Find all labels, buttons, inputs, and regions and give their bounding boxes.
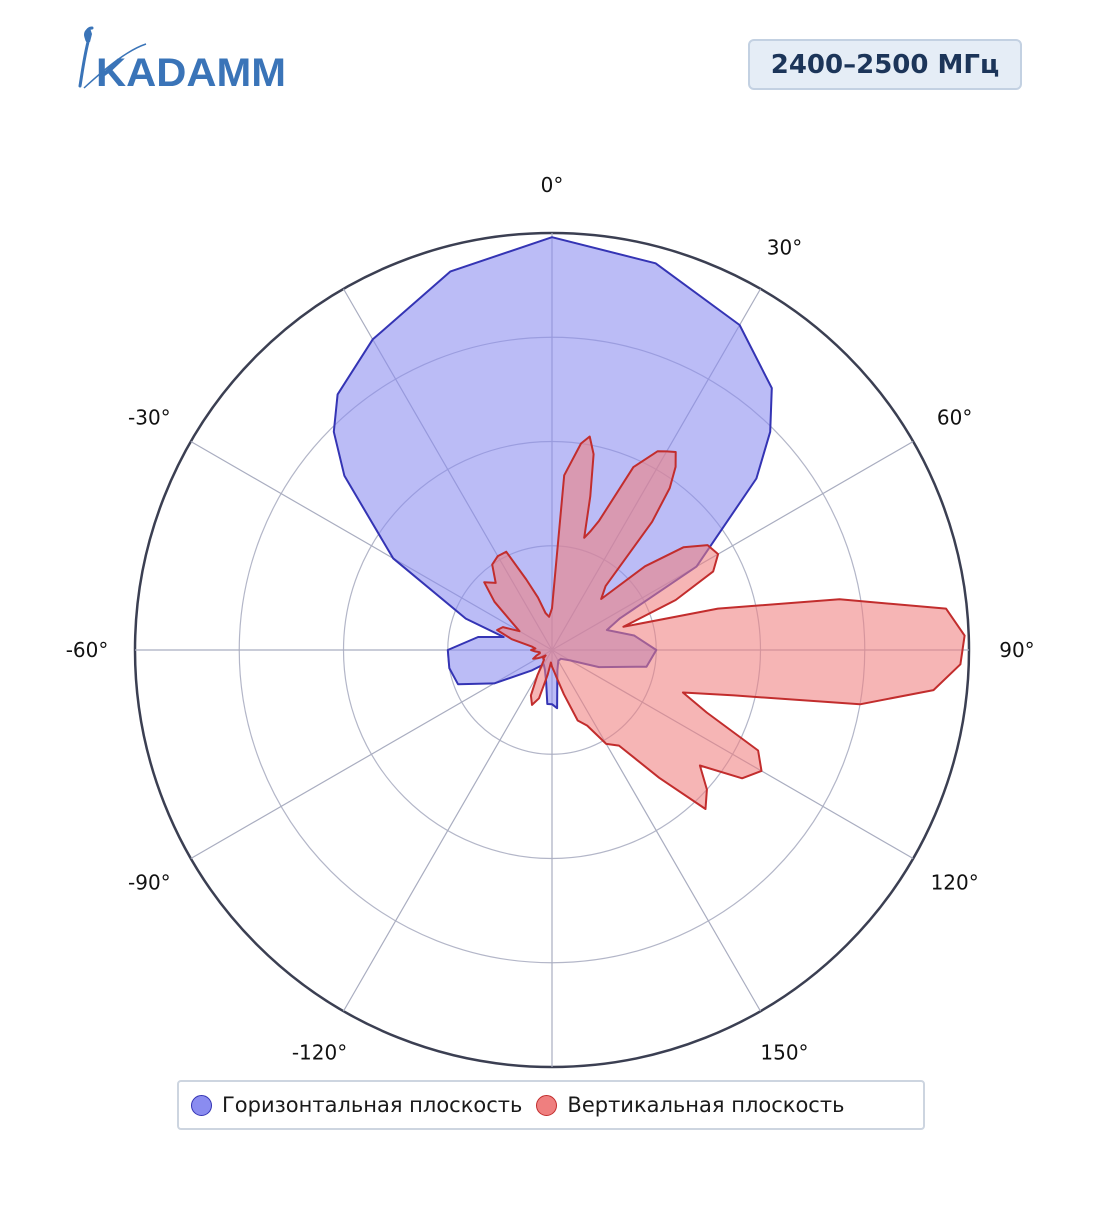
logo-orbit-line <box>83 43 147 89</box>
angle-tick-label: -120° <box>292 1041 347 1065</box>
angle-tick-label: 0° <box>541 173 564 197</box>
logo-swoosh-dot <box>84 28 92 42</box>
angle-tick-label: 120° <box>931 870 979 894</box>
polar-spoke <box>342 649 553 1012</box>
legend-label: Горизонтальная плоскость <box>222 1093 523 1117</box>
legend-item-vertical[interactable]: Вертикальная плоскость <box>536 1093 844 1117</box>
series-area-vertical <box>483 435 966 810</box>
angle-tick-label: -60° <box>66 638 109 662</box>
angle-tick-label: 90° <box>999 638 1034 662</box>
legend-swatch <box>536 1094 558 1116</box>
logo-wordmark: KADAMM <box>96 51 286 92</box>
angle-tick-label: 60° <box>937 406 972 430</box>
polar-chart: 0°30°60°90°120°150°-150°-120°-90°-60°-30… <box>66 173 1035 1069</box>
polar-spoke <box>190 649 553 860</box>
legend-item-horizontal[interactable]: Горизонтальная плоскость <box>191 1093 522 1117</box>
legend-label: Вертикальная плоскость <box>567 1093 845 1117</box>
angle-tick-label: -30° <box>128 406 171 430</box>
chart-legend: Горизонтальная плоскость Вертикальная пло… <box>177 1080 925 1130</box>
kadamm-logo: KADAMM <box>78 26 286 92</box>
frequency-badge: 2400–2500 МГц <box>748 39 1022 90</box>
angle-tick-label: 30° <box>767 235 802 259</box>
legend-swatch <box>191 1094 212 1116</box>
angle-tick-label: -90° <box>128 870 171 894</box>
angle-tick-label: 150° <box>760 1041 808 1065</box>
